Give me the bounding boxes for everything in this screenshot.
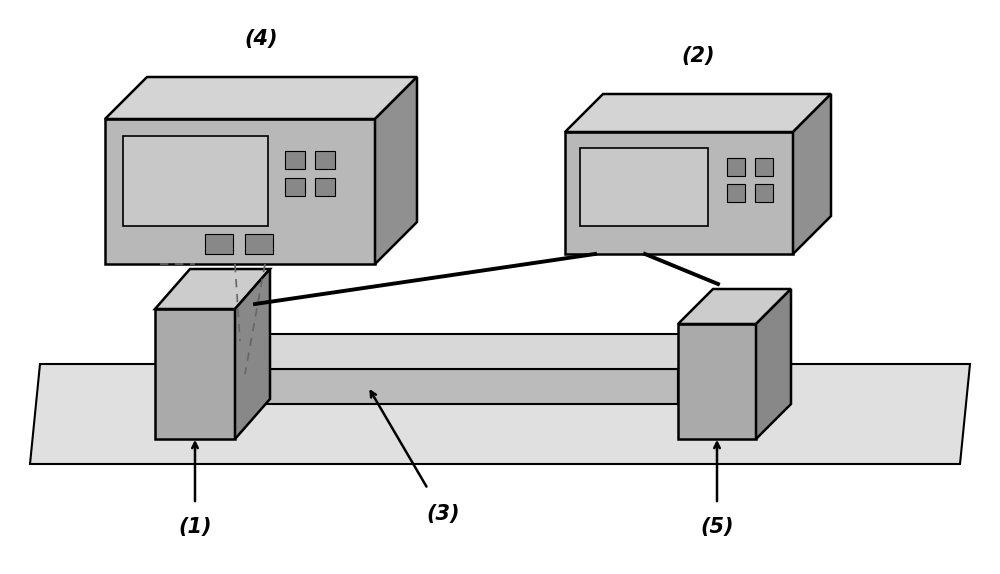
Polygon shape: [375, 77, 417, 264]
Bar: [285, 178, 305, 196]
Bar: [580, 148, 708, 226]
Bar: [123, 136, 268, 226]
Bar: [245, 234, 273, 254]
Polygon shape: [565, 132, 793, 254]
Bar: [727, 158, 745, 176]
Polygon shape: [155, 309, 235, 439]
Bar: [755, 184, 773, 202]
Text: (1): (1): [178, 517, 212, 537]
Polygon shape: [105, 119, 375, 264]
Text: (3): (3): [426, 504, 460, 524]
Polygon shape: [235, 334, 713, 369]
Polygon shape: [235, 269, 270, 439]
Polygon shape: [105, 77, 417, 119]
Polygon shape: [235, 369, 678, 404]
Polygon shape: [155, 269, 270, 309]
Polygon shape: [793, 94, 831, 254]
Polygon shape: [30, 364, 970, 464]
Text: (5): (5): [700, 517, 734, 537]
Bar: [727, 184, 745, 202]
Polygon shape: [678, 289, 791, 324]
Polygon shape: [678, 334, 713, 404]
Polygon shape: [565, 94, 831, 132]
Polygon shape: [756, 289, 791, 439]
Text: (4): (4): [244, 29, 278, 49]
Text: (2): (2): [681, 46, 715, 66]
Bar: [205, 234, 233, 254]
Polygon shape: [678, 324, 756, 439]
Bar: [755, 158, 773, 176]
Bar: [315, 151, 335, 169]
Bar: [315, 178, 335, 196]
Bar: [285, 151, 305, 169]
